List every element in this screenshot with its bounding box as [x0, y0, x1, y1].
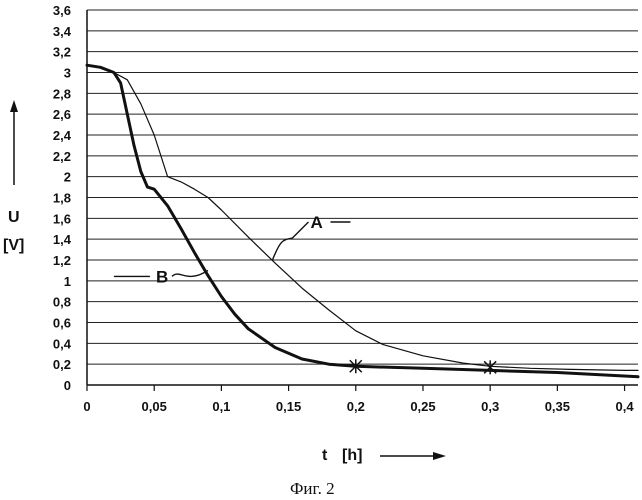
x-tick-label: 0,3 [481, 399, 499, 414]
y-tick-label: 1 [64, 274, 71, 289]
series-line-b [87, 65, 638, 377]
series-lines [87, 65, 638, 377]
y-tick-label: 3,6 [53, 3, 71, 18]
series-labels: AB [114, 213, 351, 286]
y-tick-label: 2,8 [53, 86, 71, 101]
y-tick-label: 3,4 [53, 24, 72, 39]
y-tick-label: 0,8 [53, 295, 71, 310]
x-axis-label: t [322, 447, 328, 464]
y-tick-labels: 0 0,2 0,4 0,6 0,8 1 1,2 1,4 1,6 1,8 2 2,2 2,4 2,6 2,8 3… [53, 3, 72, 393]
x-axis-title-group: t [h] [322, 447, 446, 464]
x-tick-labels: 0 0,05 0,1 0,15 0,2 0,25 0,3 0,35 0,4 [83, 399, 634, 414]
x-tick-label: 0,35 [545, 399, 570, 414]
figure-caption: Фиг. 2 [290, 479, 335, 498]
series-line-a [87, 65, 638, 370]
y-tick-label: 2,2 [53, 149, 71, 164]
x-tick-label: 0 [83, 399, 90, 414]
series-label-a: A [310, 213, 322, 232]
y-tick-label: 2,6 [53, 107, 71, 122]
y-tick-label: 1,8 [53, 191, 71, 206]
x-axis-unit: [h] [342, 447, 362, 464]
y-tick-label: 0,4 [53, 336, 72, 351]
series-label-b: B [156, 267, 168, 286]
star-marker-icon [484, 360, 496, 374]
y-axis-label: U [8, 209, 20, 226]
label-b-leader [172, 270, 208, 276]
grid-lines [87, 10, 638, 385]
y-axis-arrowhead-icon [10, 100, 18, 112]
x-tick-label: 0,1 [212, 399, 230, 414]
x-tick-label: 0,4 [616, 399, 635, 414]
y-axis-title-group: U [V] [3, 100, 24, 254]
y-tick-label: 2,4 [53, 128, 72, 143]
y-tick-label: 0 [64, 378, 71, 393]
label-a-leader [272, 222, 308, 260]
y-tick-label: 1,4 [53, 232, 72, 247]
y-tick-label: 3 [64, 66, 71, 81]
x-tick-label: 0,2 [347, 399, 365, 414]
x-tick-label: 0,05 [142, 399, 167, 414]
y-tick-label: 0,6 [53, 316, 71, 331]
x-tick-label: 0,25 [410, 399, 435, 414]
y-tick-label: 3,2 [53, 45, 71, 60]
y-tick-label: 0,2 [53, 357, 71, 372]
y-axis-unit: [V] [3, 237, 24, 254]
x-axis-arrowhead-icon [433, 452, 446, 460]
y-tick-label: 2 [64, 170, 71, 185]
y-tick-label: 1,2 [53, 253, 71, 268]
x-tick-label: 0,15 [276, 399, 301, 414]
y-tick-label: 1,6 [53, 211, 71, 226]
